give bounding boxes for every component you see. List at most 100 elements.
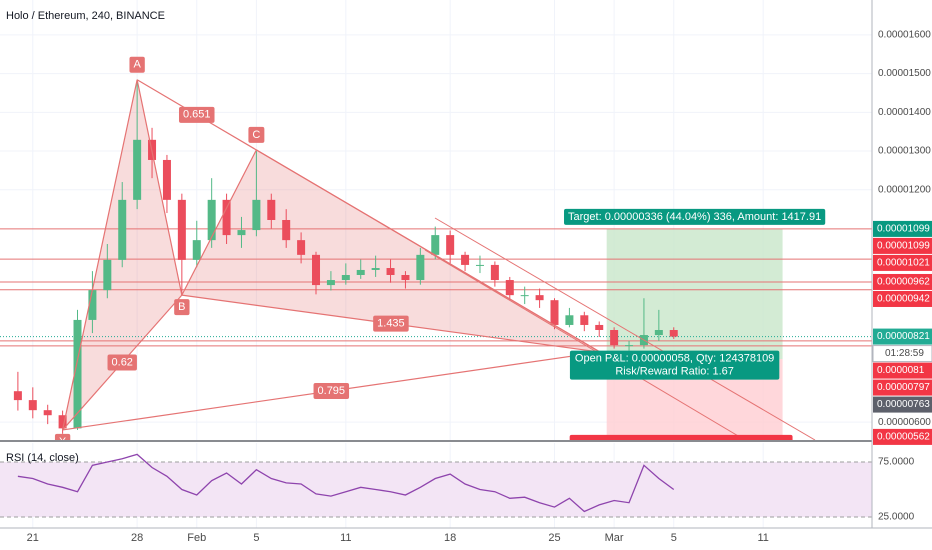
- candle-body: [297, 240, 306, 255]
- chart-title: Holo / Ethereum, 240, BINANCE: [6, 10, 165, 22]
- price-tag: 0.00001099: [877, 224, 930, 235]
- rsi-pane: [0, 453, 872, 518]
- candle-body: [28, 400, 37, 411]
- price-tag-bg: [873, 237, 932, 254]
- target-zone: [606, 228, 783, 360]
- candle-body: [58, 415, 67, 429]
- pattern-point-label-bg: [54, 433, 71, 440]
- candle-body: [565, 315, 574, 325]
- price-tag: 0.00001021: [877, 258, 930, 269]
- pattern-ratio-label-bg: [178, 106, 215, 123]
- risk-reward-label: Risk/Reward Ratio: 1.67: [615, 365, 734, 377]
- candle-body: [669, 330, 678, 337]
- candle-body: [386, 268, 395, 275]
- price-tag-bg: [873, 428, 932, 445]
- pnl-label-bg: [569, 350, 780, 380]
- candle-body: [610, 330, 619, 346]
- candle-body: [401, 275, 410, 281]
- price-tag: 0.00001099: [877, 241, 930, 252]
- pattern-point-label-bg: [174, 299, 190, 316]
- price-tag-bg: [873, 254, 932, 271]
- price-tag-bg: [873, 379, 932, 396]
- candle-body: [118, 199, 127, 260]
- pattern-ratio-label: 1.435: [377, 318, 405, 330]
- candle-body: [326, 280, 335, 286]
- pattern-point-label: B: [178, 301, 185, 313]
- candle-body: [162, 159, 171, 200]
- candle-body: [192, 240, 201, 260]
- price-tag: 0.00000562: [877, 432, 930, 443]
- candle-body: [356, 269, 365, 275]
- candle-body: [580, 315, 589, 325]
- x-tick-label: Mar: [605, 532, 624, 544]
- x-tick-label: 5: [671, 532, 677, 544]
- price-tag: 0.00000821: [877, 331, 930, 342]
- candle-body: [252, 199, 261, 231]
- target-label-bg: [564, 208, 826, 225]
- rsi-band: [0, 462, 872, 518]
- price-tag-bg: [873, 362, 932, 379]
- candle-body: [237, 230, 246, 236]
- pattern-ratio-label: 0.651: [183, 109, 211, 121]
- x-tick-label: 21: [27, 532, 39, 544]
- pattern-point-label: A: [133, 59, 141, 71]
- target-label: Target: 0.00000336 (44.04%) 336, Amount:…: [568, 211, 821, 223]
- pattern-point-label-bg: [248, 126, 265, 143]
- pattern-line: [62, 79, 138, 431]
- candle-body: [550, 300, 559, 325]
- y-tick-label: 0.00000600: [878, 417, 931, 428]
- candle-body: [461, 254, 470, 265]
- candle-body: [490, 264, 499, 281]
- price-tag: 0.00000942: [877, 294, 930, 305]
- pattern-point-label-bg: [129, 56, 145, 73]
- candle-body: [103, 259, 112, 291]
- candle-body: [371, 268, 380, 270]
- candle-body: [446, 235, 455, 255]
- pattern-line: [136, 79, 601, 353]
- candle-body: [177, 199, 186, 260]
- pattern-ratio-label-bg: [373, 315, 409, 332]
- x-tick-label: 11: [757, 532, 768, 544]
- price-tag: 0.00000797: [877, 382, 930, 393]
- axes: 21 28 Feb 5 11 18 25 Mar 5 11 0.00001600 0.00001500…: [6, 29, 932, 544]
- rsi-title: RSI (14, close): [6, 452, 79, 464]
- candle-body: [654, 330, 663, 336]
- trend-line: [434, 217, 816, 440]
- candle-body: [625, 345, 634, 347]
- main-pane: X A B C 0.62 0.651 1.435 0.795 Target: 0.0000033…: [0, 56, 872, 440]
- pattern-ratio-label: 0.795: [318, 385, 346, 397]
- pattern-ratio-label: 0.62: [112, 356, 133, 368]
- pattern-line: [181, 149, 257, 296]
- x-tick-label: Feb: [187, 532, 206, 544]
- y-tick-label: 0.00001600: [878, 29, 931, 40]
- candle-body: [505, 280, 514, 296]
- candle-body: [595, 324, 604, 330]
- trend-line: [424, 249, 746, 440]
- price-tag: 0.00000763: [877, 399, 930, 410]
- candle-body: [282, 220, 291, 241]
- price-tag-bg: [873, 273, 932, 290]
- candle-body: [88, 290, 97, 320]
- candle-body: [431, 235, 440, 255]
- candle-body: [13, 391, 22, 401]
- candle-body: [312, 254, 321, 286]
- pnl-label: Open P&L: 0.00000058, Qty: 124378109: [575, 352, 774, 364]
- candle-body: [43, 410, 52, 416]
- countdown-bg: [872, 345, 932, 363]
- price-tag-bg: [873, 396, 932, 413]
- candle-body: [207, 199, 216, 241]
- candle-body: [475, 264, 484, 266]
- pattern-fill: [181, 149, 600, 353]
- countdown: 01:28:59: [885, 348, 924, 359]
- y-tick-label: 0.00001300: [878, 146, 931, 157]
- x-tick-label: 25: [548, 532, 560, 544]
- y-tick-label: 0.00001500: [878, 68, 931, 79]
- candle-body: [267, 199, 276, 220]
- candle-body: [535, 295, 544, 301]
- candle-body: [222, 199, 231, 236]
- rsi-tick-label: 75.0000: [878, 457, 915, 468]
- price-tag-bg: [873, 290, 932, 307]
- candle-body: [416, 254, 425, 281]
- candle-body: [520, 295, 529, 297]
- x-tick-label: 5: [253, 532, 259, 544]
